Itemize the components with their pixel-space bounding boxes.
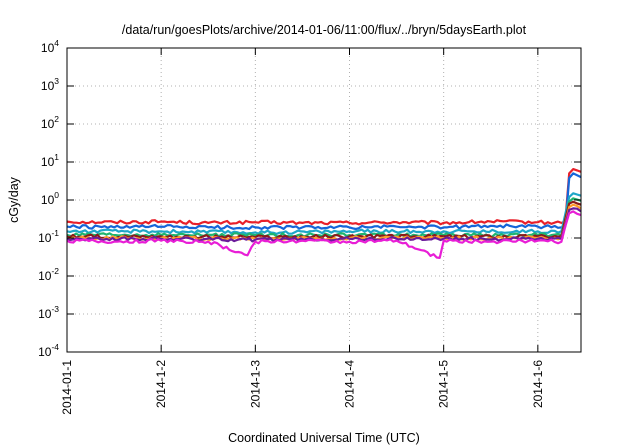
y-tick-label: 10-4 — [38, 342, 59, 359]
y-tick-label: 100 — [41, 190, 59, 207]
chart-title: /data/run/goesPlots/archive/2014-01-06/1… — [122, 23, 527, 37]
series-line — [66, 192, 582, 235]
y-axis: 10-4 10-3 10-2 10-1 100 101 102 103 104 — [38, 38, 581, 359]
x-tick-label: 2014-1-5 — [437, 360, 451, 408]
x-tick-label: 2014-01-1 — [60, 360, 74, 415]
x-tick-label: 2014-1-4 — [343, 360, 357, 408]
y-tick-label: 10-1 — [38, 228, 59, 245]
y-tick-label: 102 — [41, 114, 59, 131]
series-layer — [66, 168, 582, 259]
y-axis-label: cGy/day — [7, 176, 21, 223]
y-tick-label: 101 — [41, 152, 59, 169]
series-line — [66, 168, 582, 226]
series-line — [66, 210, 582, 259]
x-axis: 2014-01-1 2014-1-2 2014-1-3 2014-1-4 2014-1-… — [60, 48, 545, 415]
x-axis-label: Coordinated Universal Time (UTC) — [228, 431, 420, 445]
y-tick-label: 103 — [41, 76, 59, 93]
x-tick-label: 2014-1-2 — [154, 360, 168, 408]
x-tick-label: 2014-1-6 — [531, 360, 545, 408]
series-line — [66, 172, 582, 231]
x-tick-label: 2014-1-3 — [248, 360, 262, 408]
series-line — [66, 200, 582, 240]
grid — [67, 48, 581, 352]
y-tick-label: 10-3 — [38, 304, 59, 321]
y-tick-label: 104 — [41, 38, 59, 55]
y-tick-label: 10-2 — [38, 266, 59, 283]
